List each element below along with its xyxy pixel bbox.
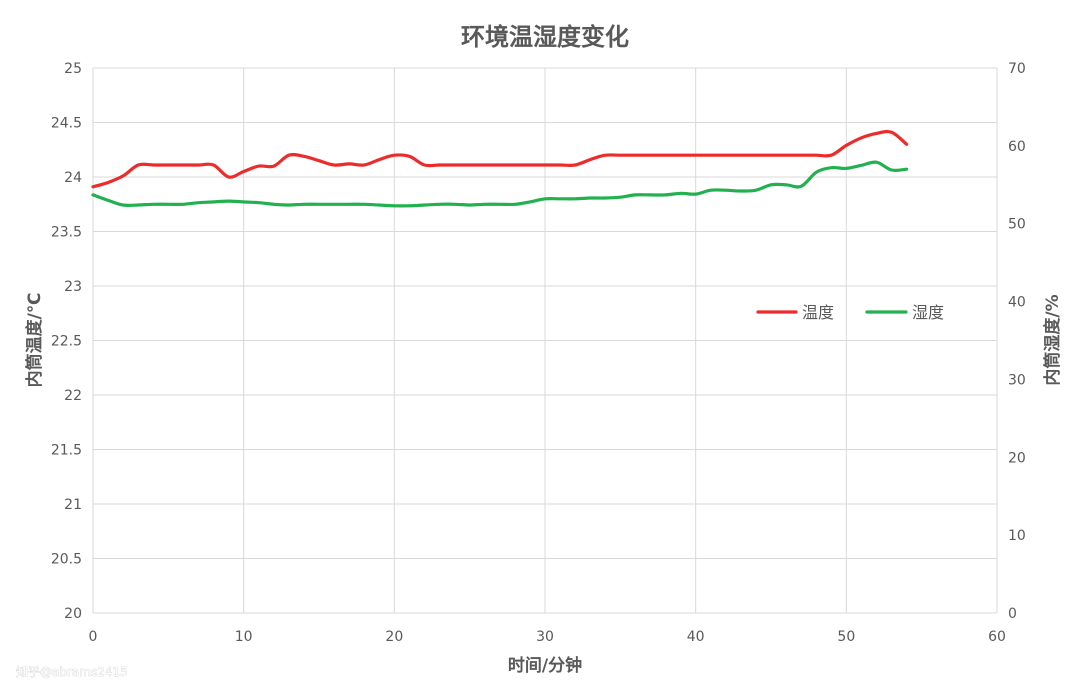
y-right-tick-label: 0	[1008, 606, 1017, 622]
y-left-tick-label: 21	[64, 497, 82, 513]
y-left-tick-label: 24.5	[51, 116, 82, 132]
y-axis-right-title: 内筒湿度/%	[1042, 294, 1063, 385]
y-left-tick-label: 23.5	[51, 225, 82, 241]
y-right-tick-label: 50	[1008, 217, 1026, 233]
y-left-tick-label: 21.5	[51, 443, 82, 459]
legend-label-humidity: 湿度	[912, 303, 944, 322]
y-left-tick-label: 22.5	[51, 334, 82, 350]
y-left-tick-label: 20	[64, 606, 82, 622]
x-tick-label: 30	[536, 629, 554, 645]
x-tick-label: 50	[837, 629, 855, 645]
watermark: 知乎@abrams2415	[16, 665, 128, 679]
series-lines	[91, 129, 909, 208]
y-right-tick-label: 40	[1008, 295, 1026, 311]
x-axis-title: 时间/分钟	[508, 655, 582, 676]
tick-labels: 20 20.5 21 21.5 22 22.5 23 23.5 24 24.5 25 0 10 20 30 4…	[51, 61, 1026, 645]
y-right-tick-label: 10	[1008, 528, 1026, 544]
y-right-tick-label: 20	[1008, 450, 1026, 466]
x-tick-label: 40	[687, 629, 705, 645]
x-tick-label: 60	[988, 629, 1006, 645]
y-left-tick-label: 25	[64, 61, 82, 77]
y-right-tick-label: 30	[1008, 372, 1026, 388]
y-left-tick-label: 23	[64, 279, 82, 295]
legend: 温度 湿度	[756, 303, 944, 322]
x-tick-label: 0	[89, 629, 98, 645]
y-left-tick-label: 22	[64, 388, 82, 404]
x-tick-label: 10	[235, 629, 253, 645]
y-axis-left-title: 内筒温度/℃	[24, 293, 45, 388]
series-line-humidity	[91, 160, 909, 208]
y-left-tick-label: 20.5	[51, 552, 82, 568]
x-tick-label: 20	[385, 629, 403, 645]
series-line-temperature	[91, 129, 909, 189]
y-right-tick-label: 70	[1008, 61, 1026, 77]
chart-title: 环境温湿度变化	[461, 23, 629, 51]
gridlines	[92, 67, 998, 614]
y-left-tick-label: 24	[64, 170, 82, 186]
legend-label-temperature: 温度	[802, 303, 834, 322]
y-right-tick-label: 60	[1008, 139, 1026, 155]
